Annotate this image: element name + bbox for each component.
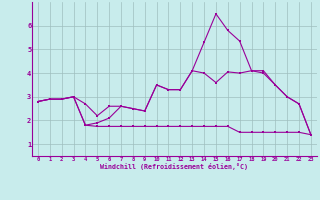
X-axis label: Windchill (Refroidissement éolien,°C): Windchill (Refroidissement éolien,°C) <box>100 163 248 170</box>
